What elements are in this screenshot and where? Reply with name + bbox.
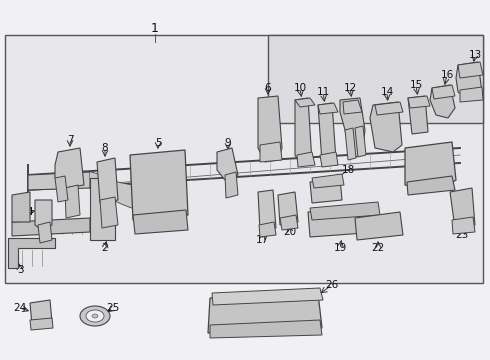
Polygon shape xyxy=(375,102,403,115)
Polygon shape xyxy=(258,190,276,230)
Polygon shape xyxy=(408,96,428,134)
Text: 6: 6 xyxy=(265,83,271,93)
Polygon shape xyxy=(97,158,118,203)
Polygon shape xyxy=(28,172,90,190)
Polygon shape xyxy=(130,150,188,220)
Polygon shape xyxy=(35,200,52,230)
Polygon shape xyxy=(208,293,322,333)
Polygon shape xyxy=(90,178,115,240)
Polygon shape xyxy=(318,103,338,114)
Polygon shape xyxy=(340,98,365,158)
Polygon shape xyxy=(456,62,482,100)
Polygon shape xyxy=(30,300,52,325)
Polygon shape xyxy=(405,142,456,190)
Polygon shape xyxy=(318,103,336,162)
Polygon shape xyxy=(258,96,282,162)
Text: 25: 25 xyxy=(106,303,120,313)
Polygon shape xyxy=(65,185,80,218)
Text: 1: 1 xyxy=(151,22,159,35)
Polygon shape xyxy=(280,215,298,230)
Polygon shape xyxy=(452,217,475,234)
Text: 7: 7 xyxy=(67,135,74,145)
Polygon shape xyxy=(278,192,298,225)
Polygon shape xyxy=(38,222,52,243)
Text: 19: 19 xyxy=(333,243,346,253)
Polygon shape xyxy=(210,320,322,338)
Text: 2: 2 xyxy=(102,243,108,253)
Polygon shape xyxy=(297,152,315,167)
Polygon shape xyxy=(259,222,276,237)
Polygon shape xyxy=(460,87,483,102)
Text: 21: 21 xyxy=(428,157,441,167)
Polygon shape xyxy=(90,172,155,211)
Text: 17: 17 xyxy=(255,235,269,245)
Polygon shape xyxy=(225,172,238,198)
Text: 26: 26 xyxy=(325,280,339,290)
Polygon shape xyxy=(212,288,323,305)
Ellipse shape xyxy=(80,306,110,326)
Text: 13: 13 xyxy=(468,50,482,60)
Polygon shape xyxy=(8,238,55,268)
Polygon shape xyxy=(355,126,366,157)
Polygon shape xyxy=(430,85,455,118)
Polygon shape xyxy=(408,96,430,108)
Polygon shape xyxy=(55,148,84,188)
Bar xyxy=(268,35,483,123)
Polygon shape xyxy=(12,218,90,236)
Polygon shape xyxy=(260,142,282,162)
Ellipse shape xyxy=(92,314,98,318)
Text: 18: 18 xyxy=(342,165,355,175)
Text: 23: 23 xyxy=(455,230,468,240)
Polygon shape xyxy=(370,102,402,152)
Polygon shape xyxy=(450,188,475,228)
Text: 14: 14 xyxy=(380,87,393,97)
Text: 15: 15 xyxy=(409,80,423,90)
Polygon shape xyxy=(295,98,312,164)
Polygon shape xyxy=(355,212,403,240)
Polygon shape xyxy=(310,178,342,203)
Text: 8: 8 xyxy=(102,143,108,153)
Polygon shape xyxy=(217,148,238,180)
Text: 24: 24 xyxy=(13,303,26,313)
Text: 3: 3 xyxy=(17,265,24,275)
Text: 12: 12 xyxy=(343,83,357,93)
Text: 4: 4 xyxy=(26,207,33,217)
Ellipse shape xyxy=(86,310,104,322)
Polygon shape xyxy=(343,100,362,114)
Polygon shape xyxy=(407,176,455,195)
Polygon shape xyxy=(295,98,315,107)
Polygon shape xyxy=(12,192,30,222)
Text: 5: 5 xyxy=(155,138,161,148)
Text: 16: 16 xyxy=(441,70,454,80)
Text: 20: 20 xyxy=(283,227,296,237)
Text: 11: 11 xyxy=(317,87,330,97)
Polygon shape xyxy=(310,202,380,220)
Polygon shape xyxy=(458,62,483,78)
Polygon shape xyxy=(345,128,356,160)
Polygon shape xyxy=(308,206,378,237)
Polygon shape xyxy=(320,152,338,167)
Text: 9: 9 xyxy=(225,138,231,148)
Polygon shape xyxy=(30,318,53,330)
Polygon shape xyxy=(55,176,68,202)
Text: 10: 10 xyxy=(294,83,307,93)
Polygon shape xyxy=(432,85,455,99)
Polygon shape xyxy=(100,197,118,228)
Text: 22: 22 xyxy=(371,243,385,253)
Bar xyxy=(5,35,483,283)
Polygon shape xyxy=(312,174,344,188)
Polygon shape xyxy=(133,210,188,234)
